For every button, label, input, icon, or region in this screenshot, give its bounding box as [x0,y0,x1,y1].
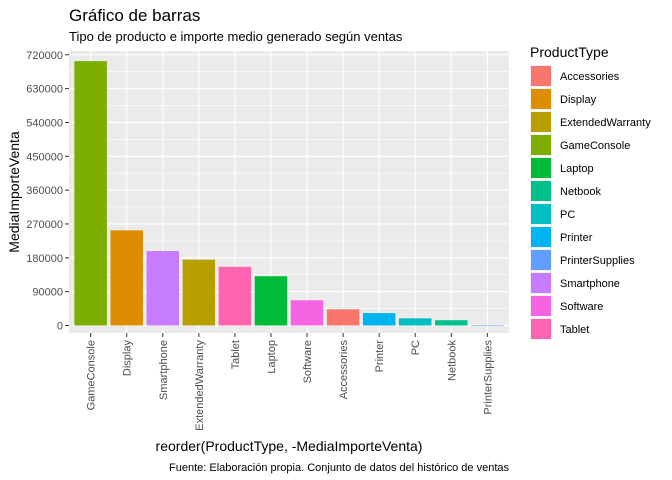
legend-item: Accessories [530,65,620,87]
x-tick-label: PC [410,340,422,355]
legend-swatch [531,66,551,86]
legend-label: Smartphone [560,278,620,290]
bar-display [110,230,143,326]
legend-title: ProductType [530,44,609,60]
x-tick-label: Netbook [446,340,458,381]
legend-swatch [531,135,551,155]
legend-item: PrinterSupplies [530,249,635,271]
legend-label: PrinterSupplies [560,255,635,267]
bar-extendedwarranty [182,259,216,326]
legend-label: Netbook [560,186,601,198]
legend-item: GameConsole [530,134,630,156]
y-tick-label: 540000 [26,117,63,129]
legend-label: ExtendedWarranty [560,117,651,129]
legend-item: Printer [530,226,593,248]
legend-swatch [531,296,551,316]
bar-printersupplies [471,325,504,326]
bars [74,61,504,326]
bar-tablet [218,266,252,326]
x-tick-label: Tablet [230,340,242,369]
y-tick-label: 270000 [26,219,63,231]
y-tick-label: 360000 [26,185,63,197]
y-tick-label: 90000 [32,287,63,299]
y-tick-label: 180000 [26,253,63,265]
legend-swatch [531,204,551,224]
legend-label: Accessories [560,71,620,83]
bar-software [290,300,324,326]
legend-swatch [531,250,551,270]
x-tick-label: PrinterSupplies [482,340,494,415]
y-axis-title: MediaImporteVenta [6,131,22,253]
legend-item: Laptop [530,157,594,179]
bar-accessories [326,309,360,326]
legend-label: Laptop [560,163,594,175]
legend-swatch [531,273,551,293]
bar-printer [362,313,396,326]
legend-item: ExtendedWarranty [530,111,651,133]
x-axis: GameConsole Display Smartphone ExtendedWarr… [86,333,494,431]
x-tick-label: Display [122,340,134,377]
y-tick-label: 0 [57,320,63,332]
x-tick-label: Smartphone [158,340,170,400]
legend-item: Tablet [530,318,589,340]
chart-subtitle: Tipo de producto e importe medio generad… [69,29,403,44]
legend-item: Software [530,295,603,317]
legend-label: Display [560,94,597,106]
legend-item: Display [530,88,597,110]
chart-caption: Fuente: Elaboración propia. Conjunto de … [169,462,509,474]
y-tick-label: 630000 [26,84,63,96]
x-tick-label: GameConsole [86,340,98,410]
x-tick-label: ExtendedWarranty [194,340,206,431]
x-tick-label: Accessories [338,340,350,400]
legend-label: Software [560,301,603,313]
bar-smartphone [146,251,179,326]
bar-laptop [254,276,288,326]
legend-swatch [531,227,551,247]
legend-label: PC [560,209,575,221]
legend-swatch [531,319,551,339]
bar-gameconsole [74,61,107,326]
x-tick-label: Software [302,340,314,383]
legend-label: Printer [560,232,593,244]
legend-swatch [531,112,551,132]
legend: ProductType Accessories Display ExtendedWa… [530,44,651,340]
chart-title: Gráfico de barras [69,6,200,25]
x-axis-title: reorder(ProductType, -MediaImporteVenta) [156,438,423,454]
legend-label: Tablet [560,324,589,336]
bar-netbook [435,320,468,326]
legend-swatch [531,158,551,178]
legend-swatch [531,181,551,201]
legend-item: PC [530,203,575,225]
legend-label: GameConsole [560,140,630,152]
x-tick-label: Laptop [266,340,278,374]
y-tick-label: 720000 [26,50,63,62]
legend-item: Netbook [530,180,601,202]
bar-pc [399,318,432,326]
legend-item: Smartphone [530,272,620,294]
legend-swatch [531,89,551,109]
y-axis: 0 90000 180000 270000 360000 450000 540000 6300… [26,50,69,332]
x-tick-label: Printer [374,340,386,373]
y-tick-label: 450000 [26,151,63,163]
